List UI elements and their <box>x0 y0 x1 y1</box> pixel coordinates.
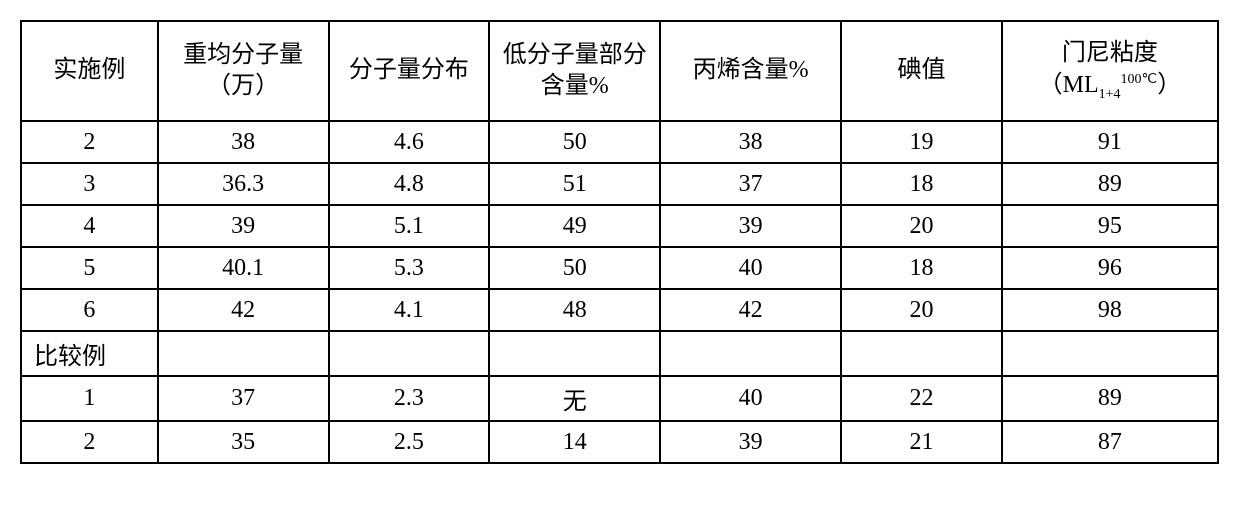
table-header-row: 实施例 重均分子量（万） 分子量分布 低分子量部分含量% 丙烯含量% 碘值 门尼… <box>21 21 1218 121</box>
cell: 87 <box>1002 421 1218 463</box>
cell: 40.1 <box>158 247 329 289</box>
table-row: 6 42 4.1 48 42 20 98 <box>21 289 1218 331</box>
cell: 18 <box>841 163 1002 205</box>
cell: 39 <box>158 205 329 247</box>
section-label: 比较例 <box>21 331 158 376</box>
mooney-prefix: 门尼粘度 <box>1062 40 1158 66</box>
table-row: 3 36.3 4.8 51 37 18 89 <box>21 163 1218 205</box>
cell: 20 <box>841 289 1002 331</box>
empty-cell <box>1002 331 1218 376</box>
col-header-mooney: 门尼粘度 （ML1+4100℃） <box>1002 21 1218 121</box>
cell: 42 <box>660 289 841 331</box>
mooney-paren-open: （ML <box>1039 72 1099 98</box>
cell: 4.8 <box>329 163 490 205</box>
cell: 2 <box>21 421 158 463</box>
cell: 21 <box>841 421 1002 463</box>
cell: 38 <box>158 121 329 163</box>
cell: 14 <box>489 421 660 463</box>
mooney-paren-close: ） <box>1157 72 1181 98</box>
cell: 49 <box>489 205 660 247</box>
empty-cell <box>329 331 490 376</box>
cell: 2 <box>21 121 158 163</box>
col-header-propylene: 丙烯含量% <box>660 21 841 121</box>
cell: 3 <box>21 163 158 205</box>
col-header-dist: 分子量分布 <box>329 21 490 121</box>
cell: 5.3 <box>329 247 490 289</box>
col-header-mw: 重均分子量（万） <box>158 21 329 121</box>
cell: 50 <box>489 247 660 289</box>
mooney-sup: 100℃ <box>1121 72 1158 87</box>
data-table: 实施例 重均分子量（万） 分子量分布 低分子量部分含量% 丙烯含量% 碘值 门尼… <box>20 20 1219 464</box>
cell: 42 <box>158 289 329 331</box>
table-row: 4 39 5.1 49 39 20 95 <box>21 205 1218 247</box>
cell: 5.1 <box>329 205 490 247</box>
table-body: 2 38 4.6 50 38 19 91 3 36.3 4.8 51 37 18… <box>21 121 1218 463</box>
empty-cell <box>158 331 329 376</box>
col-header-example: 实施例 <box>21 21 158 121</box>
cell: 96 <box>1002 247 1218 289</box>
cell: 39 <box>660 205 841 247</box>
cell: 2.5 <box>329 421 490 463</box>
cell: 48 <box>489 289 660 331</box>
cell: 22 <box>841 376 1002 421</box>
cell: 39 <box>660 421 841 463</box>
cell: 4.1 <box>329 289 490 331</box>
cell: 51 <box>489 163 660 205</box>
cell: 37 <box>660 163 841 205</box>
mooney-sub: 1+4 <box>1099 86 1121 101</box>
table-row: 5 40.1 5.3 50 40 18 96 <box>21 247 1218 289</box>
cell: 89 <box>1002 376 1218 421</box>
cell: 50 <box>489 121 660 163</box>
empty-cell <box>841 331 1002 376</box>
cell: 40 <box>660 247 841 289</box>
cell: 1 <box>21 376 158 421</box>
table-row: 1 37 2.3 无 40 22 89 <box>21 376 1218 421</box>
section-row: 比较例 <box>21 331 1218 376</box>
cell: 89 <box>1002 163 1218 205</box>
cell: 37 <box>158 376 329 421</box>
table-row: 2 35 2.5 14 39 21 87 <box>21 421 1218 463</box>
cell: 20 <box>841 205 1002 247</box>
cell: 95 <box>1002 205 1218 247</box>
cell: 4 <box>21 205 158 247</box>
cell: 19 <box>841 121 1002 163</box>
cell: 35 <box>158 421 329 463</box>
cell: 2.3 <box>329 376 490 421</box>
empty-cell <box>660 331 841 376</box>
cell: 无 <box>489 376 660 421</box>
cell: 38 <box>660 121 841 163</box>
col-header-iodine: 碘值 <box>841 21 1002 121</box>
cell: 18 <box>841 247 1002 289</box>
empty-cell <box>489 331 660 376</box>
cell: 6 <box>21 289 158 331</box>
cell: 36.3 <box>158 163 329 205</box>
cell: 98 <box>1002 289 1218 331</box>
table-row: 2 38 4.6 50 38 19 91 <box>21 121 1218 163</box>
cell: 4.6 <box>329 121 490 163</box>
cell: 40 <box>660 376 841 421</box>
cell: 91 <box>1002 121 1218 163</box>
col-header-low-mw: 低分子量部分含量% <box>489 21 660 121</box>
cell: 5 <box>21 247 158 289</box>
